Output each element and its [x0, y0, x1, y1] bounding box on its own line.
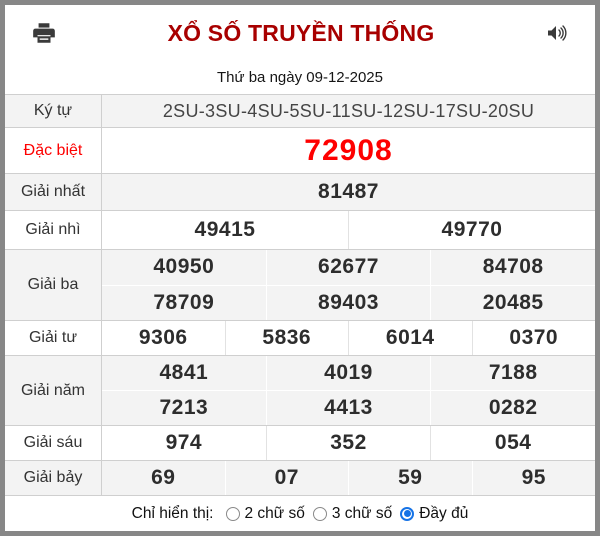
- header: XỔ SỐ TRUYỀN THỐNG: [5, 5, 595, 61]
- prize-number: 4413: [265, 391, 431, 425]
- prize-number: 59: [348, 461, 472, 495]
- prize-number: 7188: [430, 356, 595, 390]
- row-label: Giải ba: [5, 250, 102, 320]
- prize-number: 4841: [159, 361, 209, 384]
- table-row-giai-nhat: Giải nhất 81487: [5, 173, 595, 210]
- print-button[interactable]: [31, 20, 57, 46]
- prize-number: 974: [165, 431, 203, 454]
- printer-icon: [31, 20, 57, 46]
- prize-number: 352: [265, 426, 431, 460]
- table-row-giai-sau: Giải sáu 974 352 054: [5, 425, 595, 460]
- row-label: Giải bảy: [5, 461, 102, 495]
- radio-option-label[interactable]: 2 chữ số: [244, 504, 305, 522]
- prize-number: 81487: [318, 180, 379, 203]
- prize-number: 40950: [153, 255, 215, 279]
- radio-icon[interactable]: [225, 506, 240, 521]
- row-label: Đặc biệt: [5, 128, 102, 173]
- sound-button[interactable]: [545, 21, 569, 45]
- prize-number: 95: [471, 461, 596, 495]
- page-title: XỔ SỐ TRUYỀN THỐNG: [167, 19, 435, 46]
- prize-number: 84708: [430, 250, 595, 285]
- table-row-giai-tu: Giải tư 9306 5836 6014 0370: [5, 320, 595, 355]
- prize-number: 89403: [265, 285, 431, 320]
- radio-option-2-digits[interactable]: 2 chữ số: [225, 504, 305, 523]
- table-row-ky-tu: Ký tự 2SU-3SU-4SU-5SU-11SU-12SU-17SU-20S…: [5, 94, 595, 127]
- prize-number: 62677: [265, 250, 431, 285]
- row-label: Ký tự: [5, 95, 102, 127]
- prize-number: 4019: [265, 356, 431, 390]
- row-label: Giải nhì: [5, 211, 102, 249]
- row-label: Giải nhất: [5, 174, 102, 210]
- prize-number: 49415: [194, 218, 256, 241]
- speaker-icon: [545, 21, 569, 45]
- prize-number: 054: [430, 426, 595, 460]
- prize-number: 0282: [430, 391, 595, 425]
- table-row-giai-bay: Giải bảy 69 07 59 95: [5, 460, 595, 495]
- prize-number: 0370: [471, 321, 596, 355]
- prize-number: 9306: [138, 326, 188, 349]
- display-filter-bar: Chỉ hiển thị: 2 chữ số 3 chữ số Đầy đủ: [5, 495, 595, 531]
- results-table: Ký tự 2SU-3SU-4SU-5SU-11SU-12SU-17SU-20S…: [5, 94, 595, 495]
- ky-tu-value: 2SU-3SU-4SU-5SU-11SU-12SU-17SU-20SU: [162, 100, 535, 121]
- display-filter-label: Chỉ hiển thị:: [131, 504, 214, 522]
- radio-option-full[interactable]: Đầy đủ: [400, 505, 468, 523]
- table-row-giai-nam: Giải năm 4841 4019 7188 7213 4413 0282: [5, 355, 595, 425]
- table-row-giai-ba: Giải ba 40950 62677 84708 78709 89403 20…: [5, 249, 595, 320]
- prize-number: 49770: [348, 211, 595, 249]
- prize-number: 07: [224, 461, 349, 495]
- prize-number: 6014: [348, 321, 472, 355]
- radio-option-3-digits[interactable]: 3 chữ số: [312, 504, 393, 523]
- radio-option-label[interactable]: 3 chữ số: [331, 504, 393, 522]
- row-label: Giải tư: [5, 321, 102, 355]
- draw-date: Thứ ba ngày 09-12-2025: [217, 69, 383, 86]
- radio-icon[interactable]: [400, 506, 415, 521]
- row-label: Giải năm: [5, 356, 102, 425]
- row-label: Giải sáu: [5, 426, 102, 460]
- prize-number: 5836: [224, 321, 349, 355]
- prize-number: 69: [151, 466, 176, 489]
- prize-number: 20485: [430, 285, 595, 320]
- special-prize-number: 72908: [304, 133, 393, 167]
- radio-icon[interactable]: [312, 506, 327, 521]
- prize-number: 7213: [159, 396, 209, 419]
- prize-number: 78709: [153, 290, 215, 314]
- radio-option-label[interactable]: Đầy đủ: [419, 504, 469, 522]
- table-row-giai-nhi: Giải nhì 49415 49770: [5, 210, 595, 249]
- table-row-dac-biet: Đặc biệt 72908: [5, 127, 595, 173]
